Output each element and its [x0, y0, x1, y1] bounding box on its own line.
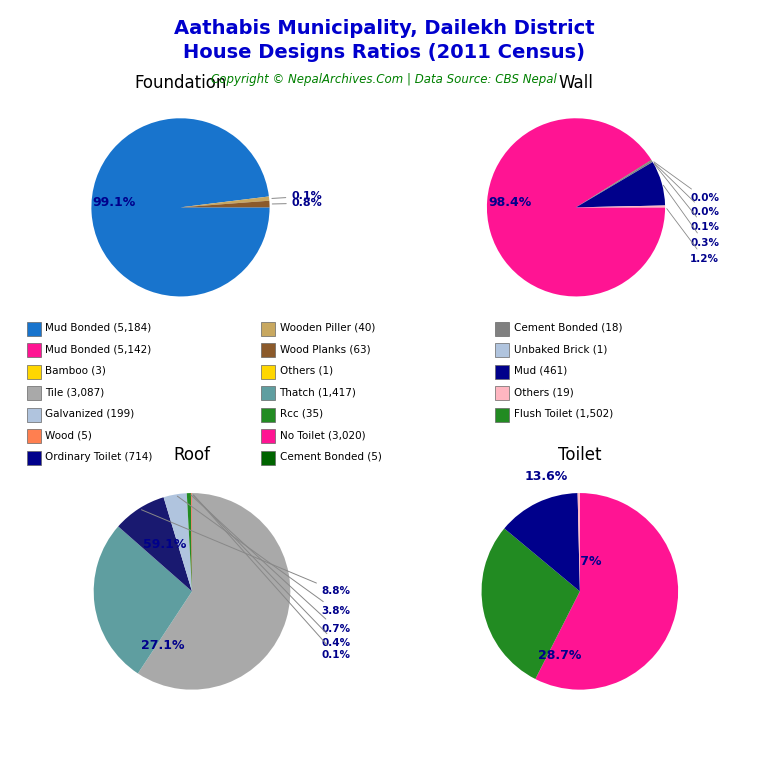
- Wedge shape: [94, 526, 192, 674]
- Text: Flush Toilet (1,502): Flush Toilet (1,502): [514, 409, 613, 419]
- Text: Mud (461): Mud (461): [514, 366, 567, 376]
- Title: Wall: Wall: [558, 74, 594, 91]
- Wedge shape: [487, 118, 665, 296]
- Wedge shape: [482, 528, 580, 679]
- Text: Cement Bonded (18): Cement Bonded (18): [514, 323, 622, 333]
- Text: 0.1%: 0.1%: [194, 495, 351, 660]
- Text: 0.0%: 0.0%: [654, 163, 719, 217]
- Text: 28.7%: 28.7%: [538, 649, 582, 662]
- Wedge shape: [505, 493, 580, 591]
- Text: 8.8%: 8.8%: [141, 510, 351, 597]
- Wedge shape: [576, 162, 653, 207]
- Wedge shape: [576, 162, 665, 207]
- Text: Wood Planks (63): Wood Planks (63): [280, 344, 370, 355]
- Text: Mud Bonded (5,142): Mud Bonded (5,142): [45, 344, 151, 355]
- Wedge shape: [576, 160, 652, 207]
- Text: 27.1%: 27.1%: [141, 639, 184, 652]
- Title: Roof: Roof: [174, 446, 210, 464]
- Text: Wood (5): Wood (5): [45, 430, 92, 441]
- Text: 0.7%: 0.7%: [191, 495, 351, 634]
- Text: Tile (3,087): Tile (3,087): [45, 387, 104, 398]
- Text: Cement Bonded (5): Cement Bonded (5): [280, 452, 382, 462]
- Title: Toilet: Toilet: [558, 446, 601, 464]
- Text: Unbaked Brick (1): Unbaked Brick (1): [514, 344, 607, 355]
- Text: 13.6%: 13.6%: [525, 470, 568, 483]
- Text: Thatch (1,417): Thatch (1,417): [280, 387, 356, 398]
- Text: 0.0%: 0.0%: [654, 162, 719, 204]
- Wedge shape: [576, 206, 665, 207]
- Wedge shape: [91, 118, 270, 296]
- Text: Others (1): Others (1): [280, 366, 333, 376]
- Wedge shape: [535, 493, 678, 690]
- Text: 0.4%: 0.4%: [194, 495, 351, 648]
- Wedge shape: [578, 493, 580, 591]
- Text: 0.8%: 0.8%: [273, 198, 323, 208]
- Wedge shape: [118, 497, 192, 591]
- Text: Ordinary Toilet (714): Ordinary Toilet (714): [45, 452, 153, 462]
- Text: 1.2%: 1.2%: [667, 209, 719, 264]
- Text: Bamboo (3): Bamboo (3): [45, 366, 106, 376]
- Text: No Toilet (3,020): No Toilet (3,020): [280, 430, 365, 441]
- Text: Mud Bonded (5,184): Mud Bonded (5,184): [45, 323, 151, 333]
- Wedge shape: [180, 200, 270, 207]
- Wedge shape: [138, 493, 290, 690]
- Text: 0.3%: 0.3%: [664, 185, 719, 248]
- Wedge shape: [187, 493, 192, 591]
- Wedge shape: [191, 493, 192, 591]
- Text: Others (19): Others (19): [514, 387, 574, 398]
- Text: 0.1%: 0.1%: [272, 191, 322, 201]
- Text: 99.1%: 99.1%: [93, 197, 136, 210]
- Wedge shape: [576, 161, 653, 207]
- Text: 57.7%: 57.7%: [558, 555, 601, 568]
- Wedge shape: [180, 197, 270, 207]
- Wedge shape: [164, 493, 192, 591]
- Text: Rcc (35): Rcc (35): [280, 409, 323, 419]
- Text: 3.8%: 3.8%: [177, 496, 351, 616]
- Text: 98.4%: 98.4%: [488, 197, 531, 210]
- Text: 0.1%: 0.1%: [654, 164, 719, 232]
- Text: Galvanized (199): Galvanized (199): [45, 409, 134, 419]
- Text: Aathabis Municipality, Dailekh District
House Designs Ratios (2011 Census): Aathabis Municipality, Dailekh District …: [174, 19, 594, 61]
- Text: 59.1%: 59.1%: [143, 538, 186, 551]
- Text: Copyright © NepalArchives.Com | Data Source: CBS Nepal: Copyright © NepalArchives.Com | Data Sou…: [211, 73, 557, 86]
- Title: Foundation: Foundation: [134, 74, 227, 91]
- Text: Wooden Piller (40): Wooden Piller (40): [280, 323, 375, 333]
